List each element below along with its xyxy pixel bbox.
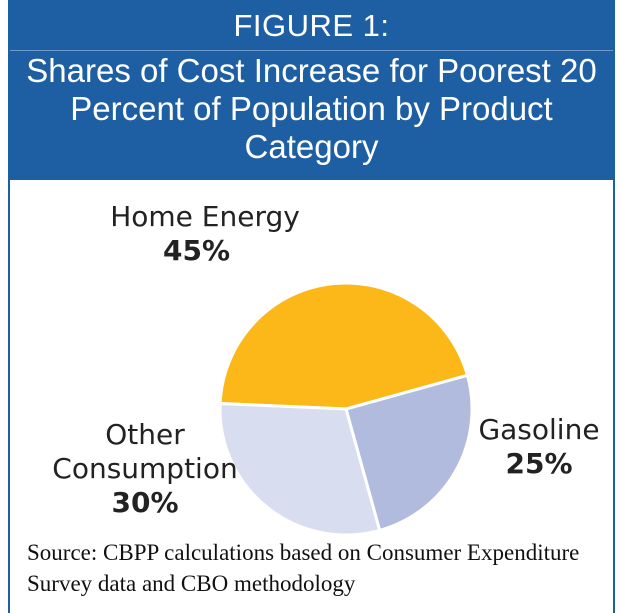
label-other-consumption-pct: 30% xyxy=(111,486,179,519)
label-gasoline-name: Gasoline xyxy=(478,413,600,446)
figure-frame: FIGURE 1: Shares of Cost Increase for Po… xyxy=(8,0,615,613)
slice-other-consumption xyxy=(218,401,382,537)
label-other-consumption-name: Other Consumption xyxy=(52,418,238,485)
label-home-energy-name: Home Energy xyxy=(110,200,300,233)
label-other-consumption: Other Consumption 30% xyxy=(40,418,250,520)
label-home-energy: Home Energy 45% xyxy=(100,200,310,268)
slice-gasoline xyxy=(344,373,474,533)
figure-header: FIGURE 1: Shares of Cost Increase for Po… xyxy=(10,0,613,180)
source-note: Source: CBPP calculations based on Consu… xyxy=(27,540,580,596)
label-gasoline: Gasoline 25% xyxy=(470,413,608,481)
label-home-energy-pct: 45% xyxy=(163,234,231,267)
header-divider xyxy=(10,50,613,51)
chart-title: Shares of Cost Increase for Poorest 20 P… xyxy=(26,52,597,165)
slice-home-energy xyxy=(218,281,470,411)
label-gasoline-pct: 25% xyxy=(505,447,573,480)
figure-label: FIGURE 1: xyxy=(233,8,390,43)
